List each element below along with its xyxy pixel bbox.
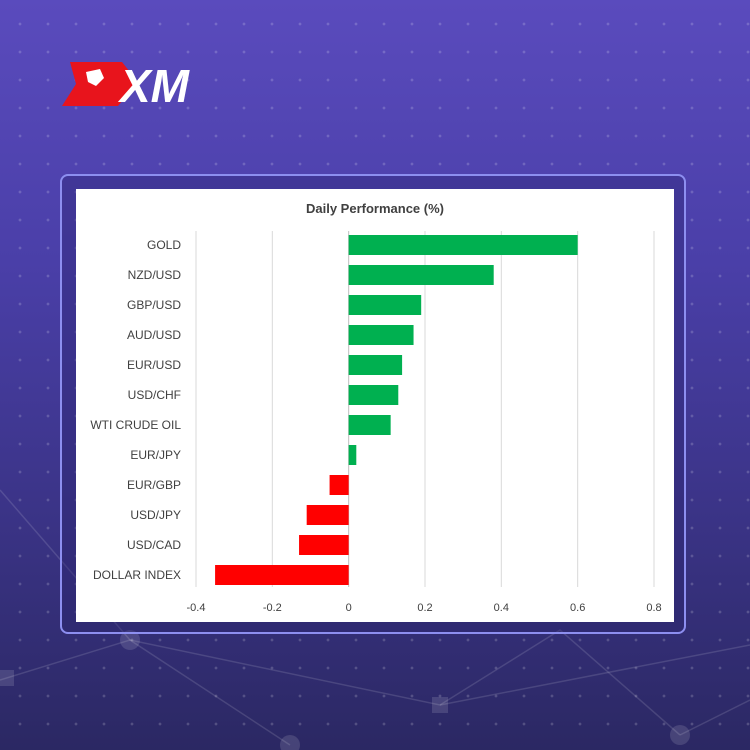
category-label: USD/CAD bbox=[127, 538, 181, 552]
bar bbox=[299, 535, 349, 555]
category-label: USD/JPY bbox=[130, 508, 181, 522]
x-tick-label: 0.2 bbox=[417, 602, 432, 614]
category-label: GOLD bbox=[147, 238, 181, 252]
bar bbox=[348, 385, 399, 405]
bar bbox=[348, 295, 422, 315]
category-label: EUR/GBP bbox=[127, 478, 181, 492]
category-label: USD/CHF bbox=[128, 388, 181, 402]
category-label: WTI CRUDE OIL bbox=[90, 418, 181, 432]
x-tick-label: 0.4 bbox=[494, 602, 509, 614]
bar bbox=[348, 355, 403, 375]
bar bbox=[306, 505, 349, 525]
category-label: AUD/USD bbox=[127, 328, 181, 342]
bar bbox=[348, 445, 357, 465]
bar bbox=[215, 565, 349, 585]
category-label: EUR/JPY bbox=[130, 448, 181, 462]
category-label: NZD/USD bbox=[128, 268, 182, 282]
x-tick-label: -0.2 bbox=[263, 602, 282, 614]
xm-logo: XM bbox=[60, 58, 240, 112]
x-tick-label: -0.4 bbox=[187, 602, 206, 614]
bar bbox=[348, 415, 391, 435]
logo-text: XM bbox=[117, 60, 191, 110]
chart-title: Daily Performance (%) bbox=[306, 201, 444, 216]
chart-card: Daily Performance (%) GOLD NZD/USD GBP/USD… bbox=[76, 189, 674, 622]
bar bbox=[348, 325, 414, 345]
x-tick-label: 0 bbox=[346, 602, 352, 614]
category-label: DOLLAR INDEX bbox=[93, 568, 181, 582]
bar bbox=[348, 265, 494, 285]
category-label: GBP/USD bbox=[127, 298, 181, 312]
x-tick-label: 0.8 bbox=[646, 602, 661, 614]
category-label: EUR/USD bbox=[127, 358, 181, 372]
bar bbox=[348, 235, 578, 255]
daily-performance-chart: Daily Performance (%) GOLD NZD/USD GBP/USD… bbox=[90, 201, 661, 614]
bar bbox=[329, 475, 349, 495]
x-tick-label: 0.6 bbox=[570, 602, 585, 614]
